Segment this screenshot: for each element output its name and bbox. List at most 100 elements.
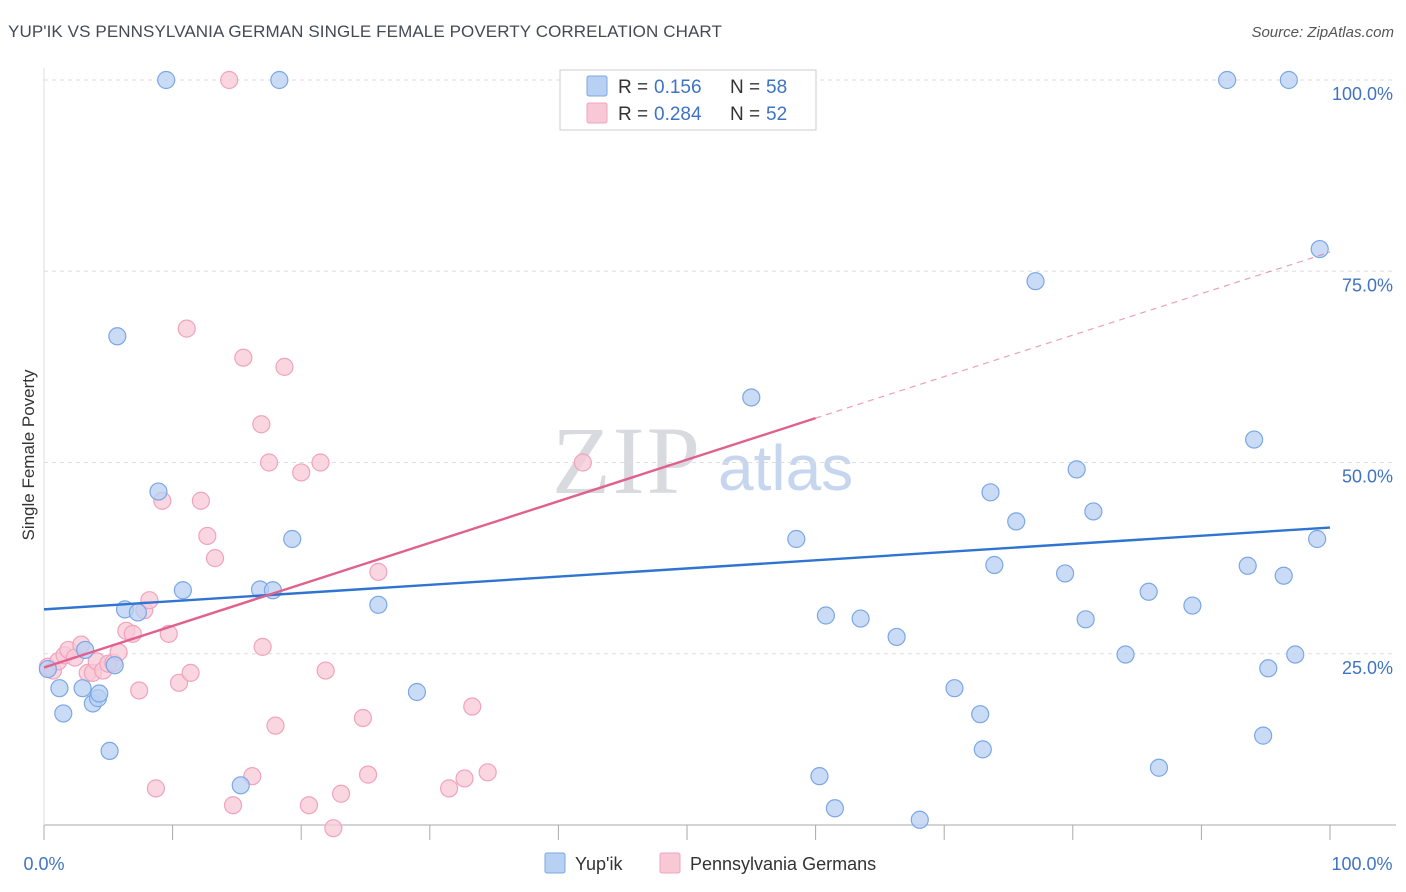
point-yupik-35	[985, 555, 1004, 575]
legend-n-value-pennsylvania-germans: 52	[766, 104, 787, 125]
point-pennsylvania-germans-28	[220, 70, 239, 90]
point-yupik-49	[1254, 726, 1273, 745]
point-yupik-15	[173, 581, 192, 600]
point-yupik-38	[1055, 564, 1075, 583]
point-pennsylvania-germans-25	[191, 491, 210, 510]
legend-n-value-yupik: 58	[766, 77, 787, 98]
stats-legend: R = 0.156 N = 58 R = 0.284 N = 52	[559, 69, 817, 131]
legend-r-label-pennsylvania-germans: R =	[618, 104, 648, 125]
point-yupik-28	[851, 609, 870, 628]
point-yupik-25	[810, 767, 829, 786]
point-yupik-13	[149, 482, 168, 501]
series-yupik-points	[38, 70, 1329, 829]
point-pennsylvania-germans-18	[140, 591, 159, 610]
bottom-legend-label-yupik: Yup'ik	[575, 854, 623, 874]
point-yupik-2	[54, 704, 73, 723]
point-yupik-1	[50, 679, 69, 698]
point-pennsylvania-germans-37	[292, 463, 311, 482]
trend-line-yupik	[43, 526, 1331, 611]
point-pennsylvania-germans-46	[439, 779, 459, 798]
series-legend: Yup'ik Pennsylvania Germans	[544, 852, 876, 874]
legend-r-value-pennsylvania-germans: 0.284	[654, 104, 702, 125]
point-yupik-21	[369, 595, 388, 614]
legend-swatch-pennsylvania-germans	[586, 102, 608, 124]
point-yupik-48	[1245, 430, 1264, 449]
point-pennsylvania-germans-49	[478, 763, 497, 782]
point-yupik-45	[1183, 596, 1202, 615]
point-yupik-20	[283, 529, 302, 549]
y-tick-label-75: 75.0%	[1342, 275, 1393, 295]
point-pennsylvania-germans-29	[223, 796, 243, 815]
point-yupik-24	[787, 529, 806, 549]
point-yupik-22	[407, 682, 427, 702]
point-yupik-44	[1149, 758, 1169, 777]
x-ticks	[43, 825, 1331, 840]
point-pennsylvania-germans-35	[266, 716, 285, 735]
point-yupik-10	[108, 327, 127, 346]
point-pennsylvania-germans-48	[463, 697, 482, 716]
point-yupik-32	[971, 705, 990, 724]
bottom-legend-swatch-pennsylvania-germans	[659, 852, 681, 874]
point-pennsylvania-germans-43	[353, 708, 373, 728]
legend-swatch-yupik	[586, 75, 608, 97]
point-pennsylvania-germans-39	[311, 453, 330, 472]
point-yupik-34	[981, 483, 1000, 502]
point-yupik-31	[945, 679, 964, 698]
point-pennsylvania-germans-40	[316, 661, 335, 680]
point-yupik-23	[742, 388, 761, 407]
point-pennsylvania-germans-41	[324, 819, 343, 838]
point-pennsylvania-germans-38	[299, 796, 319, 815]
point-yupik-4	[76, 640, 95, 660]
bottom-legend-swatch-yupik	[544, 852, 566, 874]
point-pennsylvania-germans-45	[369, 562, 388, 581]
point-yupik-53	[1286, 645, 1305, 664]
point-pennsylvania-germans-26	[198, 526, 217, 546]
legend-r-label-yupik: R =	[618, 77, 648, 98]
point-pennsylvania-germans-44	[358, 765, 378, 784]
point-pennsylvania-germans-51	[573, 453, 592, 472]
point-yupik-27	[825, 799, 844, 818]
point-pennsylvania-germans-16	[130, 681, 149, 700]
x-tick-label-min: 0.0%	[23, 854, 64, 874]
point-pennsylvania-germans-30	[234, 348, 253, 367]
bottom-legend-label-pennsylvania-germans: Pennsylvania Germans	[690, 854, 876, 874]
y-axis-label: Single Female Poverty	[19, 369, 38, 541]
point-yupik-40	[1076, 610, 1095, 629]
trend-lines	[43, 251, 1331, 669]
point-pennsylvania-germans-32	[252, 415, 271, 434]
gridlines	[44, 79, 1396, 655]
point-yupik-52	[1279, 70, 1298, 90]
point-pennsylvania-germans-19	[146, 779, 165, 798]
series-pennsylvania-germans-points	[38, 70, 592, 838]
trend-line-pennsylvania-germans-extension	[815, 251, 1331, 419]
point-yupik-43	[1139, 582, 1158, 601]
point-yupik-19	[270, 70, 289, 90]
point-yupik-51	[1274, 566, 1293, 585]
point-yupik-55	[1310, 239, 1329, 259]
point-yupik-16	[231, 776, 250, 795]
point-pennsylvania-germans-27	[205, 549, 225, 568]
point-yupik-37	[1026, 272, 1045, 291]
y-tick-label-50: 50.0%	[1342, 467, 1393, 487]
point-yupik-12	[128, 603, 147, 622]
point-yupik-36	[1007, 512, 1026, 531]
point-yupik-9	[105, 656, 124, 675]
point-yupik-7	[90, 684, 109, 703]
watermark: ZIP atlas	[552, 407, 853, 514]
x-tick-label-max: 100.0%	[1331, 854, 1392, 874]
point-yupik-46	[1218, 70, 1237, 90]
chart-source: Source: ZipAtlas.com	[1251, 24, 1394, 41]
legend-n-label-pennsylvania-germans: N =	[730, 104, 760, 125]
point-yupik-33	[973, 740, 992, 759]
point-yupik-47	[1238, 556, 1257, 575]
point-pennsylvania-germans-22	[169, 673, 189, 692]
point-pennsylvania-germans-42	[331, 784, 351, 803]
point-pennsylvania-germans-47	[455, 769, 474, 788]
point-yupik-8	[100, 741, 119, 761]
point-yupik-42	[1116, 645, 1135, 664]
trend-line-pennsylvania-germans	[43, 416, 816, 669]
y-tick-label-100: 100.0%	[1332, 84, 1393, 104]
watermark-atlas: atlas	[718, 432, 853, 504]
point-pennsylvania-germans-24	[181, 663, 200, 682]
